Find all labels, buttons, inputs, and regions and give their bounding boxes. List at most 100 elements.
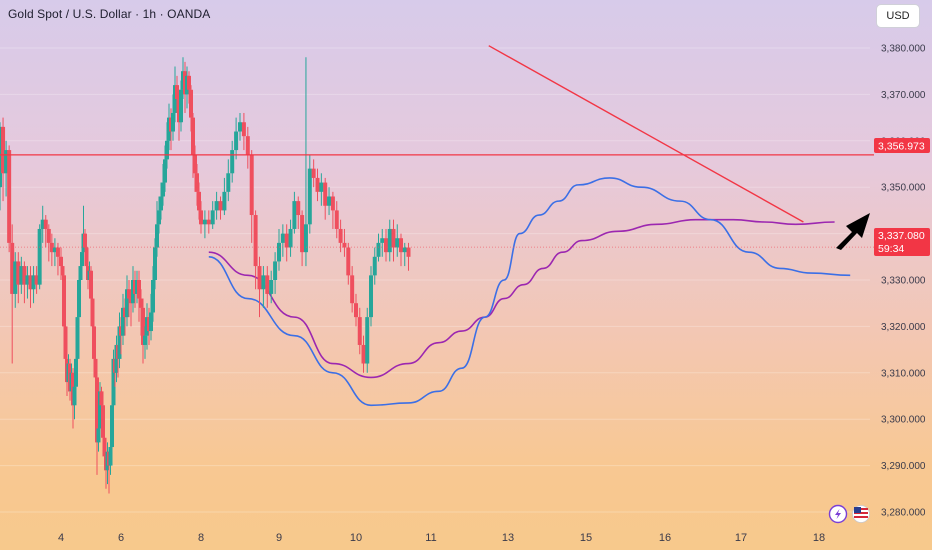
- candle: [28, 266, 33, 308]
- candle: [37, 224, 42, 290]
- chart-title: Gold Spot / U.S. Dollar · 1h · OANDA: [8, 7, 211, 21]
- candle: [0, 122, 2, 211]
- candle: [357, 307, 362, 355]
- candle: [327, 187, 332, 216]
- candle: [210, 201, 215, 229]
- y-tick-label: 3,300.000: [881, 415, 926, 426]
- us-flag-icon[interactable]: [852, 505, 870, 523]
- candle: [315, 168, 320, 202]
- candle: [218, 196, 223, 220]
- projection-arrow[interactable]: [836, 213, 870, 250]
- overlay-layer: [0, 45, 874, 250]
- candle: [342, 228, 347, 257]
- candle: [277, 228, 281, 271]
- candle: [95, 368, 99, 475]
- candle: [365, 307, 370, 373]
- candle: [238, 112, 242, 141]
- y-tick-label: 3,280.000: [881, 508, 926, 519]
- lightning-icon[interactable]: [828, 504, 848, 524]
- resistance-price-tag: 3,356.973: [874, 138, 930, 153]
- candle: [372, 247, 377, 285]
- candle: [137, 270, 141, 322]
- candle: [399, 233, 403, 267]
- candle: [296, 196, 301, 229]
- candle: [40, 205, 45, 243]
- candle: [273, 252, 278, 294]
- candle: [202, 210, 207, 239]
- x-tick-label: 16: [659, 532, 671, 544]
- x-axis: 4 6 8 9 10 11 13 15 16 17 18: [58, 532, 825, 544]
- bar-countdown-label: 59:34: [878, 243, 904, 255]
- candle: [46, 224, 51, 262]
- x-tick-label: 8: [198, 532, 204, 544]
- candle: [62, 270, 66, 336]
- candle: [234, 117, 239, 160]
- x-tick-label: 18: [813, 532, 825, 544]
- x-tick-label: 10: [350, 532, 362, 544]
- resistance-price-label: 3,356.973: [878, 141, 925, 153]
- candle: [222, 177, 227, 216]
- indicator-layer: [208, 177, 851, 407]
- y-tick-label: 3,290.000: [881, 461, 926, 472]
- y-tick-label: 3,310.000: [881, 368, 926, 379]
- candle: [395, 224, 400, 257]
- candle: [354, 293, 358, 327]
- candle: [13, 252, 18, 308]
- candle: [307, 154, 312, 234]
- y-tick-label: 3,370.000: [881, 90, 926, 101]
- candle: [117, 312, 122, 369]
- candle: [369, 266, 373, 327]
- x-tick-label: 17: [735, 532, 747, 544]
- candle: [245, 126, 250, 169]
- last-price-label: 3,337.080: [878, 230, 925, 242]
- candle: [25, 266, 30, 299]
- x-tick-label: 9: [276, 532, 282, 544]
- candle: [125, 275, 129, 327]
- y-tick-label: 3,350.000: [881, 183, 926, 194]
- candle: [16, 252, 21, 304]
- candle: [226, 159, 231, 202]
- candle: [199, 201, 203, 234]
- candle: [361, 335, 366, 373]
- candle: [319, 173, 324, 206]
- candle: [300, 210, 305, 267]
- candle: [1, 117, 6, 202]
- candle: [92, 321, 96, 364]
- x-tick-label: 11: [425, 532, 436, 544]
- candle: [141, 298, 145, 364]
- fast-moving-average-line: [208, 177, 851, 407]
- candle: [387, 219, 392, 262]
- candle: [265, 266, 270, 308]
- grid-layer: [0, 47, 870, 513]
- x-tick-label: 15: [580, 532, 592, 544]
- y-tick-label: 3,330.000: [881, 276, 926, 287]
- candle: [43, 215, 48, 248]
- candle: [380, 228, 385, 257]
- candle: [206, 210, 211, 234]
- candle: [214, 191, 219, 220]
- candle: [55, 242, 60, 276]
- candle: [330, 191, 335, 229]
- slow-moving-average-line: [208, 218, 835, 379]
- y-tick-label: 3,380.000: [881, 44, 926, 55]
- candle: [284, 224, 289, 262]
- candle: [338, 219, 343, 253]
- candle: [288, 219, 293, 257]
- candle: [269, 270, 274, 304]
- candle: [52, 238, 57, 267]
- candle: [241, 112, 246, 151]
- candle: [311, 159, 316, 188]
- candle: [280, 224, 285, 257]
- candle: [257, 256, 262, 318]
- candle: [323, 177, 328, 220]
- candle: [334, 201, 339, 239]
- candle: [253, 210, 258, 290]
- candle: [249, 150, 254, 243]
- y-axis: 3,380.0003,370.0003,360.0003,350.0003,34…: [881, 44, 926, 519]
- candle: [303, 57, 308, 267]
- descending-trendline[interactable]: [488, 45, 804, 223]
- x-tick-label: 13: [502, 532, 514, 544]
- currency-selector-button[interactable]: USD: [876, 4, 920, 28]
